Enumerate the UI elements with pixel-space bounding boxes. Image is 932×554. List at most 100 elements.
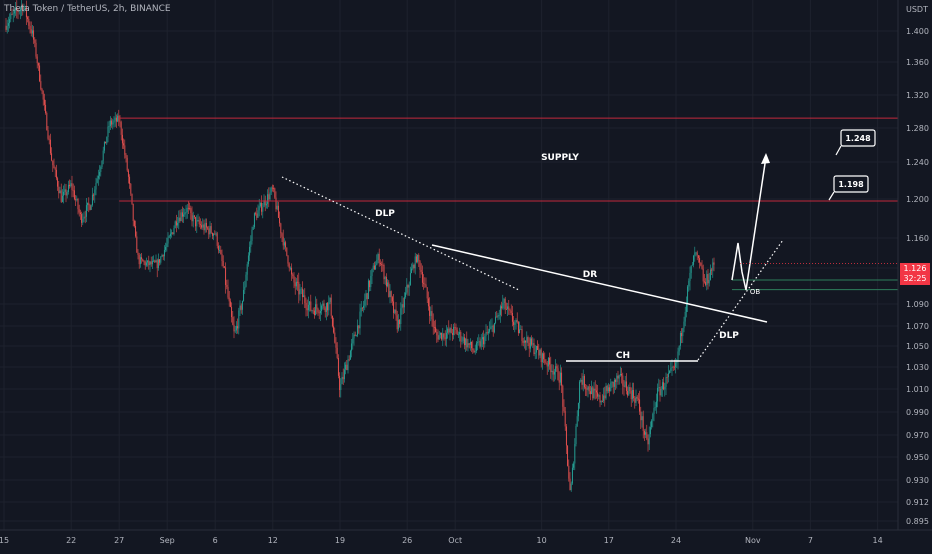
candle-body xyxy=(373,265,375,270)
candle xyxy=(293,272,295,289)
candle-body xyxy=(22,5,24,11)
candle xyxy=(193,215,195,219)
candle-body xyxy=(643,430,645,435)
candle xyxy=(101,160,103,169)
candle xyxy=(456,327,458,336)
candle-body xyxy=(484,336,486,345)
x-tick-label: 27 xyxy=(114,536,124,545)
candle-body xyxy=(498,314,500,316)
candle xyxy=(451,329,453,341)
candle xyxy=(519,321,521,334)
candle-body xyxy=(389,291,391,297)
candle xyxy=(343,362,345,383)
candle-body xyxy=(415,256,417,262)
candle-body xyxy=(352,338,354,344)
candle-body xyxy=(261,202,263,212)
candle xyxy=(283,238,285,250)
candle xyxy=(204,218,206,233)
candle xyxy=(579,380,581,409)
ob-label: OB xyxy=(750,288,761,296)
candle-body xyxy=(557,368,559,380)
candle-body xyxy=(186,207,188,213)
candle xyxy=(385,273,387,293)
candle xyxy=(396,310,398,333)
candle xyxy=(221,249,223,267)
candle xyxy=(259,202,261,208)
candle xyxy=(71,175,73,198)
candle xyxy=(613,377,615,394)
candle-body xyxy=(77,199,79,210)
candle-body xyxy=(318,312,320,314)
candle-body xyxy=(592,387,594,399)
candle-body xyxy=(325,303,327,312)
candle xyxy=(679,331,681,350)
candle xyxy=(642,410,644,439)
candle-body xyxy=(119,121,121,123)
candle xyxy=(405,286,407,299)
candle-body xyxy=(251,229,253,241)
candle xyxy=(555,359,557,380)
candle xyxy=(160,255,162,265)
candle-body xyxy=(588,386,590,392)
candle-body xyxy=(616,375,618,382)
candle-body xyxy=(406,285,408,293)
candle xyxy=(564,407,566,431)
candle xyxy=(207,226,209,231)
candle xyxy=(288,262,290,272)
candle xyxy=(316,298,318,315)
candle xyxy=(280,222,282,239)
candle-body xyxy=(388,282,390,297)
candle xyxy=(665,372,667,395)
candle xyxy=(435,319,437,333)
candle-body xyxy=(213,233,215,236)
candle xyxy=(336,342,338,360)
candle-body xyxy=(185,212,187,213)
candle xyxy=(252,224,254,230)
candle xyxy=(77,197,79,215)
candle xyxy=(186,203,188,219)
candle-body xyxy=(637,398,639,400)
candle xyxy=(659,379,661,402)
candle-body xyxy=(101,160,103,167)
candle xyxy=(235,321,237,335)
candle xyxy=(687,284,689,312)
candle-body xyxy=(639,399,641,412)
candle xyxy=(321,304,323,315)
candle-body xyxy=(425,284,427,288)
candle xyxy=(36,54,38,69)
candle xyxy=(159,259,161,266)
candle xyxy=(178,210,180,230)
candle-body xyxy=(376,259,378,266)
candle-body xyxy=(139,257,141,265)
candle-body xyxy=(109,120,111,127)
y-tick-label: 1.090 xyxy=(906,300,929,309)
candle xyxy=(478,334,480,346)
candle xyxy=(616,373,618,389)
candle-body xyxy=(360,307,362,312)
candle-body xyxy=(21,5,23,9)
candle-body xyxy=(364,299,366,306)
candle-body xyxy=(577,402,579,417)
x-tick-label: 15 xyxy=(0,536,9,545)
candle-body xyxy=(16,7,18,11)
candle-body xyxy=(142,259,144,262)
candle-body xyxy=(27,17,29,20)
candle-body xyxy=(480,339,482,347)
candle-body xyxy=(193,215,195,218)
candle xyxy=(571,463,573,486)
projection-path xyxy=(731,156,767,291)
candle-body xyxy=(697,255,699,259)
candle xyxy=(51,147,53,162)
candle xyxy=(294,277,296,295)
candle-body xyxy=(64,189,66,192)
candle xyxy=(489,321,491,334)
candle xyxy=(347,355,349,374)
candle-body xyxy=(179,217,181,221)
candle xyxy=(119,115,121,128)
candle xyxy=(145,257,147,267)
candle xyxy=(480,334,482,350)
candle xyxy=(184,208,186,217)
candle-body xyxy=(438,334,440,340)
